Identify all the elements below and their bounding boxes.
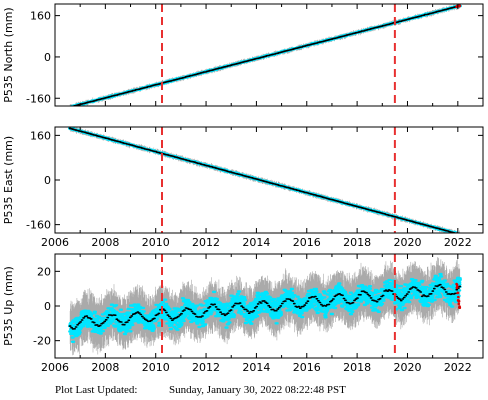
recent-data-point: [457, 302, 461, 306]
north-panel: -160 0 160 P535 North (mm): [2, 3, 484, 107]
x-tick-label: 2020: [393, 361, 421, 374]
y-tick-label: 160: [30, 10, 51, 23]
y-tick-label: 0: [44, 300, 51, 313]
x-tick-label: 2008: [91, 361, 119, 374]
recent-data-point: [456, 291, 460, 295]
y-axis-label: P535 North (mm): [2, 7, 15, 102]
recent-data-point: [456, 285, 459, 289]
x-tick-label: 2014: [242, 236, 270, 249]
x-tick-label: 2014: [242, 361, 270, 374]
y-tick-label: 0: [44, 51, 51, 64]
running-mean-series: [68, 127, 458, 233]
x-tick-label: 2022: [444, 236, 472, 249]
east-panel: 2006 2008 2010 2012 2014 2016 2018 2020 2022 -160…: [2, 126, 484, 249]
plot-frame: [54, 3, 484, 107]
x-tick-label: 2008: [91, 236, 119, 249]
x-tick-label: 2016: [293, 236, 321, 249]
recent-data-series: [455, 282, 462, 310]
footer-timestamp: Sunday, January 30, 2022 08:22:48 PST: [169, 384, 346, 396]
footer: Plot Last Updated: Sunday, January 30, 2…: [55, 384, 346, 396]
y-tick-label: 0: [44, 174, 51, 187]
recent-data-point: [458, 306, 462, 310]
recent-data-point: [455, 283, 459, 287]
plot-area: [67, 127, 461, 233]
x-tick-label: 2012: [192, 361, 220, 374]
x-tick-label: 2022: [444, 361, 472, 374]
y-tick-label: -20: [33, 335, 51, 348]
y-tick-label: -160: [26, 219, 51, 232]
plot-area: [68, 4, 462, 106]
plot-area: [67, 257, 462, 356]
y-tick-label: -160: [26, 92, 51, 105]
x-tick-label: 2010: [142, 361, 170, 374]
y-tick-label: 20: [37, 265, 51, 278]
recent-data-point: [458, 4, 462, 8]
x-tick-label: 2018: [343, 361, 371, 374]
x-tick-label: 2006: [41, 361, 69, 374]
up-panel: 2006 2008 2010 2012 2014 2016 2018 2020 2022 -20 0…: [2, 253, 484, 374]
x-tick-label: 2010: [142, 236, 170, 249]
y-axis-label: P535 East (mm): [2, 136, 15, 224]
x-tick-label: 2006: [41, 236, 69, 249]
x-tick-label: 2018: [343, 236, 371, 249]
running-mean-series: [68, 283, 462, 330]
y-tick-label: 160: [30, 129, 51, 142]
x-tick-label: 2020: [393, 236, 421, 249]
footer-label: Plot Last Updated:: [55, 384, 138, 396]
x-tick-label: 2012: [192, 236, 220, 249]
recent-data-point: [457, 299, 461, 303]
running-mean-series: [70, 5, 462, 106]
recent-data-point: [457, 295, 460, 299]
y-axis-label: P535 Up (mm): [2, 266, 15, 346]
x-tick-label: 2016: [293, 361, 321, 374]
